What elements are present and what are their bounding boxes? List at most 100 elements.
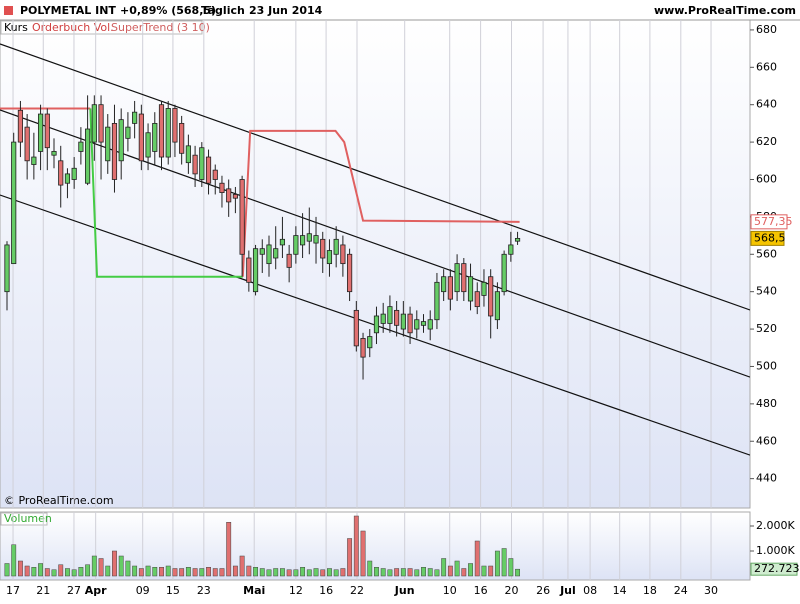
candle-body <box>514 237 521 242</box>
legend-box <box>0 20 203 35</box>
candle-body <box>212 169 218 180</box>
volume-bar <box>179 568 185 577</box>
volume-bar <box>199 568 205 577</box>
x-tick-label: 23 <box>197 584 211 597</box>
candle-body <box>219 182 225 193</box>
y-tick-label: 540 <box>756 285 777 298</box>
candle-body <box>447 276 453 300</box>
x-tick-label: 18 <box>643 584 657 597</box>
volume-tick-label: 1.000K <box>756 544 795 557</box>
volume-bar <box>447 565 453 577</box>
candle-body <box>434 281 440 321</box>
volume-bar <box>468 563 473 577</box>
volume-bar <box>454 560 460 577</box>
volume-bar <box>259 568 265 577</box>
candle-body <box>293 235 299 255</box>
x-tick-label: 14 <box>613 584 627 597</box>
candle-body <box>400 313 406 330</box>
candle-body <box>132 111 138 124</box>
volume-bar <box>138 568 144 577</box>
volume-bar <box>219 568 225 577</box>
y-tick-label: 520 <box>756 322 777 335</box>
volume-bar <box>125 560 131 577</box>
volume-bar <box>185 567 191 577</box>
y-tick-label: 680 <box>756 23 777 36</box>
interval: Täglich <box>201 4 245 17</box>
y-tick-label: 500 <box>756 359 777 372</box>
candle-body <box>246 257 252 283</box>
candle-body <box>37 113 44 152</box>
volume-bar <box>192 568 198 577</box>
candle-body <box>51 151 57 156</box>
x-tick-label: 16 <box>474 584 488 597</box>
candle-body <box>508 244 514 255</box>
candle-body <box>252 248 259 293</box>
candle-body <box>427 319 433 330</box>
volume-bar <box>293 569 299 577</box>
x-tick-label: 15 <box>166 584 180 597</box>
volume-bar <box>58 564 64 577</box>
legend-entry: Kurs <box>4 21 28 34</box>
candle-body <box>279 238 286 246</box>
copyright: © ProRealTime.com <box>4 494 114 507</box>
volume-bar <box>313 568 319 577</box>
volume-bar <box>300 567 306 577</box>
volume-bar <box>286 569 292 577</box>
volume-bar <box>226 522 232 577</box>
volume-bar <box>246 565 252 577</box>
volume-bar <box>253 567 258 577</box>
candle-body <box>71 167 77 180</box>
candle-body <box>488 276 494 317</box>
volume-bar <box>112 550 117 577</box>
y-tick-label: 660 <box>756 60 777 73</box>
volume-bar <box>71 569 77 577</box>
legend-entry: Orderbuch Vol. <box>32 21 114 34</box>
candle-body <box>85 128 91 184</box>
volume-bar <box>380 568 386 577</box>
volume-bar <box>347 538 353 577</box>
candle-body <box>273 248 279 259</box>
volume-bar <box>266 569 272 577</box>
volume-bar <box>407 568 413 577</box>
candle-body <box>105 126 111 162</box>
volume-bar <box>488 565 494 577</box>
volume-bar <box>145 565 151 577</box>
legend: Kurs Orderbuch Vol. SuperTrend (3 10) <box>0 20 210 35</box>
y-tick-label: 600 <box>756 172 777 185</box>
x-tick-label: 08 <box>583 584 597 597</box>
supertrend-line <box>89 108 243 278</box>
candle-body <box>232 194 238 199</box>
candle-body <box>17 109 24 143</box>
change: +0,89% (568,5) <box>120 4 216 17</box>
last-volume-box <box>750 562 798 576</box>
candle-body <box>118 119 124 162</box>
volume-bar <box>474 540 480 577</box>
y-tick-label: 460 <box>756 434 777 447</box>
volume-bar <box>31 567 37 577</box>
volume-bar <box>394 568 400 577</box>
candle-body <box>152 122 158 152</box>
price-plot <box>0 43 750 456</box>
candle-body <box>467 276 474 302</box>
channel-line <box>0 43 750 311</box>
volume-bar <box>387 569 393 577</box>
volume-bar <box>494 550 500 577</box>
x-tick-label: 26 <box>536 584 550 597</box>
volume-bar <box>91 555 97 577</box>
candle-body <box>266 244 272 265</box>
volume-bar <box>434 569 440 577</box>
candle-body <box>98 104 104 143</box>
candle-body <box>125 126 131 139</box>
supertrend-line <box>241 129 520 277</box>
plot: 17 21 27 Apr 09 15 23 Mai 12 16 22 Jun 10 16 20 26 Jul 08… <box>0 20 800 597</box>
volume-bar <box>421 567 426 577</box>
candle-body <box>58 160 64 186</box>
volume-bar <box>515 568 520 577</box>
y-tick-label: 480 <box>756 397 777 410</box>
candle-body <box>205 156 212 184</box>
candle-body <box>31 156 37 165</box>
candle-body <box>394 309 400 326</box>
volume-bar <box>132 565 138 577</box>
volume-bar <box>508 558 514 577</box>
volume-bar <box>441 558 447 577</box>
